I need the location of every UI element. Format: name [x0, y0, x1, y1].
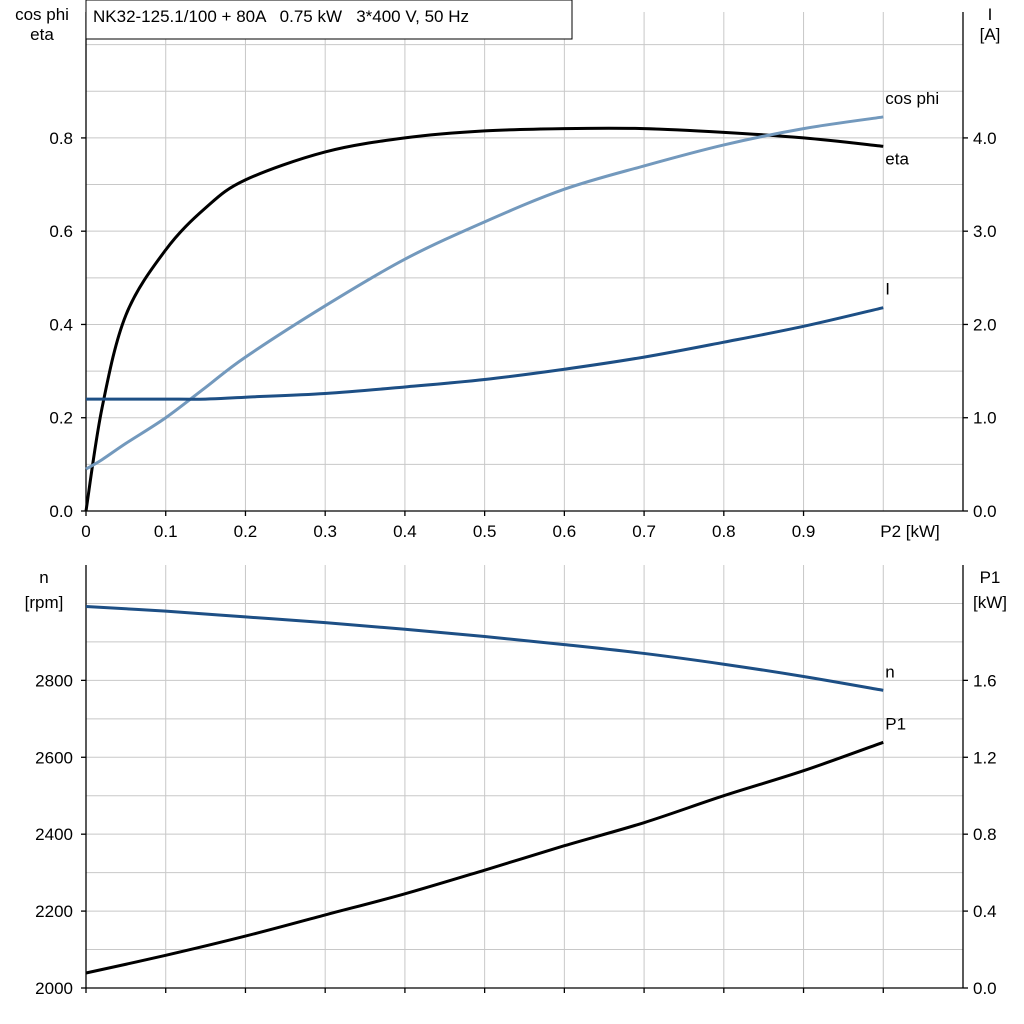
left-tick-label: 0.4 — [49, 315, 73, 334]
x-tick-label: 0.3 — [313, 522, 337, 541]
left-tick-label: 2600 — [35, 748, 73, 767]
right-tick-label: 1.0 — [973, 409, 997, 428]
right-tick-label: 0.0 — [973, 979, 997, 998]
series-label-eta: eta — [885, 149, 909, 168]
right-tick-label: 0.0 — [973, 502, 997, 521]
right-tick-label: 2.0 — [973, 315, 997, 334]
right-tick-label: 1.6 — [973, 671, 997, 690]
left-axis-label: eta — [30, 25, 54, 44]
x-tick-label: 0.7 — [632, 522, 656, 541]
right-tick-label: 3.0 — [973, 222, 997, 241]
series-line-cos-phi — [85, 115, 884, 471]
series-label-cos-phi: cos phi — [885, 89, 939, 108]
curves — [84, 115, 884, 975]
left-tick-label: 2400 — [35, 825, 73, 844]
x-axis-label: P2 [kW] — [880, 522, 940, 541]
top-grid — [81, 12, 968, 516]
x-tick-label: 0 — [81, 522, 90, 541]
left-tick-label: 2800 — [35, 671, 73, 690]
x-tick-label: 0.2 — [234, 522, 258, 541]
series-line-i — [86, 306, 884, 401]
chart-title: NK32-125.1/100 + 80A 0.75 kW 3*400 V, 50… — [93, 7, 469, 26]
series-line-p1 — [85, 740, 884, 975]
left-tick-label: 0.2 — [49, 409, 73, 428]
left-axis-label: [rpm] — [25, 593, 64, 612]
left-tick-label: 2200 — [35, 902, 73, 921]
right-tick-label: 0.8 — [973, 825, 997, 844]
x-tick-label: 0.8 — [712, 522, 736, 541]
series-label-n: n — [885, 662, 894, 681]
x-tick-label: 0.1 — [154, 522, 178, 541]
series-line-eta — [84, 126, 884, 512]
left-axis-label: cos phi — [15, 5, 69, 24]
x-tick-label: 0.4 — [393, 522, 417, 541]
left-tick-label: 0.0 — [49, 502, 73, 521]
right-tick-label: 4.0 — [973, 129, 997, 148]
right-axis-label: [A] — [980, 25, 1001, 44]
left-tick-label: 0.8 — [49, 129, 73, 148]
left-axis-label: n — [39, 568, 48, 587]
left-tick-label: 2000 — [35, 979, 73, 998]
series-line-n — [85, 605, 884, 692]
x-tick-label: 0.9 — [792, 522, 816, 541]
series-label-i: I — [885, 280, 890, 299]
right-tick-label: 1.2 — [973, 748, 997, 767]
right-axis-label: P1 — [980, 568, 1001, 587]
series-label-p1: P1 — [885, 714, 906, 733]
right-axis-label: I — [988, 5, 993, 24]
right-axis-label: [kW] — [973, 593, 1007, 612]
right-tick-label: 0.4 — [973, 902, 997, 921]
bottom-grid — [81, 565, 968, 993]
left-tick-label: 0.6 — [49, 222, 73, 241]
title-box — [85, 0, 573, 40]
x-tick-label: 0.6 — [553, 522, 577, 541]
x-tick-label: 0.5 — [473, 522, 497, 541]
